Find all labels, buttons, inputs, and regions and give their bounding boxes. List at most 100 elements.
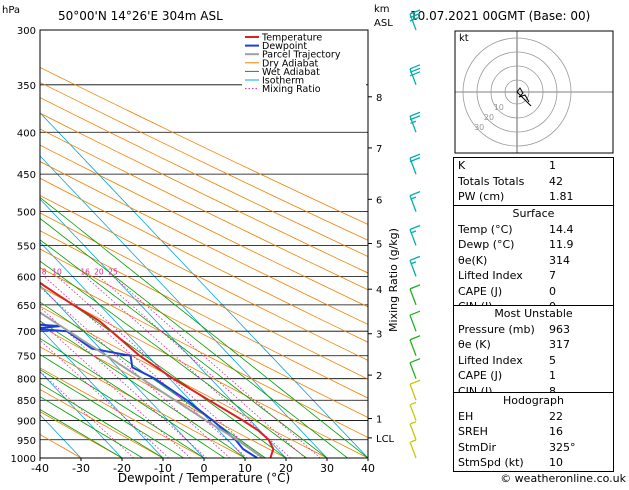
wind-barb (409, 111, 421, 133)
km-tick-label: 1 (376, 415, 382, 426)
dry-adiabat-line (40, 388, 164, 458)
index-value: 42 (549, 174, 563, 188)
parcel-trajectory-profile (40, 311, 264, 458)
surface-row: θe(K) 314 (454, 253, 613, 269)
wind-barb (409, 379, 421, 401)
x-tick-label: 40 (361, 462, 375, 475)
dry-adiabat-line (40, 212, 368, 380)
hodograph-table: Hodograph EH 22 SREH 16 StmDir 325° StmSpd (kt)… (453, 392, 614, 472)
most-unstable-title: Most Unstable (494, 307, 573, 320)
hodograph-stat-title: Hodograph (503, 394, 564, 407)
most-unstable-row: θe (K) 317 (454, 337, 613, 353)
hodograph-stat-value: 10 (549, 456, 563, 469)
most-unstable-label: Pressure (mb) (458, 322, 535, 336)
wet-adiabat-line (40, 396, 143, 458)
height-unit-label-2: ASL (374, 18, 393, 29)
isotherm-line (40, 327, 164, 458)
legend-label: Temperature (261, 33, 322, 44)
wind-barb (409, 190, 421, 212)
surface-value: 314 (549, 253, 570, 267)
hodograph-stat-label: StmSpd (kt) (458, 456, 524, 469)
pressure-tick-label: 350 (17, 81, 36, 92)
hodograph-stat-row: EH 22 (454, 409, 613, 425)
legend-label: Dry Adiabat (262, 58, 319, 69)
location-label: 50°00'N 14°26'E 304m ASL (58, 9, 223, 23)
mixing-ratio-line (98, 276, 306, 458)
x-tick-label: -30 (72, 462, 90, 475)
wet-adiabat-line (40, 337, 225, 458)
x-tick-label: -10 (154, 462, 172, 475)
hodograph-ring (462, 37, 572, 147)
most-unstable-value: 317 (549, 338, 570, 351)
wet-adiabat-line (40, 260, 307, 458)
most-unstable-label: θe (K) (458, 338, 491, 351)
mixing-ratio-label: 8 (42, 267, 47, 276)
dry-adiabat-line (40, 267, 368, 439)
km-tick-label: 5 (376, 240, 382, 251)
legend-label: Dewpoint (262, 41, 307, 52)
isotherm-line (40, 155, 328, 458)
dry-adiabat-line (40, 346, 246, 458)
surface-value: 7 (549, 269, 556, 282)
wet-adiabat-line (40, 383, 164, 458)
mixing-ratio-label: 20 (94, 267, 104, 276)
pressure-tick-label: 300 (17, 26, 36, 37)
surface-label: Dewp (°C) (458, 238, 515, 251)
most-unstable-value: 8 (549, 384, 556, 398)
pressure-tick-label: 650 (17, 301, 36, 312)
dry-adiabat-line (40, 194, 368, 361)
most-unstable-label: CAPE (J) (458, 369, 503, 382)
surface-label: Temp (°C) (458, 222, 513, 236)
surface-row: CAPE (J) 0 (454, 284, 613, 300)
dry-adiabat-line (40, 128, 368, 291)
height-unit-label: km (374, 4, 390, 15)
dry-adiabat-line (40, 325, 287, 458)
index-value: 1 (549, 159, 556, 172)
most-unstable-value: 1 (549, 369, 556, 382)
surface-label: Lifted Index (458, 269, 523, 282)
hodograph-ring (476, 51, 558, 133)
hodograph-stat-row: StmSpd (kt) 10 (454, 455, 613, 471)
legend-box (242, 31, 366, 93)
legend-label: Isotherm (262, 76, 304, 87)
indices-table: K 1 Totals Totals 42 PW (cm) 1.81 (453, 157, 614, 206)
wind-barb (409, 64, 421, 86)
x-tick-label: 30 (320, 462, 334, 475)
pressure-tick-label: 750 (17, 352, 36, 363)
surface-row: Temp (°C) 14.4 (454, 222, 613, 238)
surface-row: Dewp (°C) 11.9 (454, 237, 613, 253)
hodograph-ring-label: 20 (484, 113, 494, 122)
pressure-tick-label: 1000 (11, 454, 36, 465)
hodograph-ring-label: 30 (474, 123, 484, 132)
pressure-tick-label: 550 (17, 241, 36, 252)
legend-label: Wet Adiabat (262, 67, 320, 78)
surface-value: 0 (549, 284, 556, 298)
x-tick-label: -40 (31, 462, 49, 475)
wet-adiabat-line (40, 408, 123, 458)
most-unstable-value: 5 (549, 353, 556, 367)
dewpoint-profile (40, 323, 258, 458)
dry-adiabat-line (40, 161, 368, 325)
wind-barb (409, 310, 421, 332)
mixing-ratio-label: 10 (52, 267, 62, 276)
hodograph-trace (516, 87, 530, 103)
credit-text: © weatheronline.co.uk (500, 472, 626, 485)
surface-value: 14.4 (549, 222, 574, 236)
hodograph-stat-label: StmDir (458, 440, 497, 454)
wind-barb (409, 224, 421, 246)
km-tick-label: LCL (376, 434, 395, 445)
legend-label: Mixing Ratio (262, 84, 321, 95)
surface-table: Surface Temp (°C) 14.4 Dewp (°C) 11.9 θe(K) 31… (453, 205, 614, 316)
surface-title: Surface (512, 207, 555, 220)
wet-adiabat-line (40, 196, 368, 458)
isotherm-line (40, 112, 368, 458)
x-tick-label: 20 (279, 462, 293, 475)
dry-adiabat-line (40, 411, 123, 458)
hodograph-stat-label: SREH (458, 425, 488, 438)
wind-barb (409, 153, 421, 175)
surface-label: CAPE (J) (458, 284, 503, 298)
wind-barb (409, 284, 421, 306)
mixing-ratio-line (112, 276, 321, 458)
